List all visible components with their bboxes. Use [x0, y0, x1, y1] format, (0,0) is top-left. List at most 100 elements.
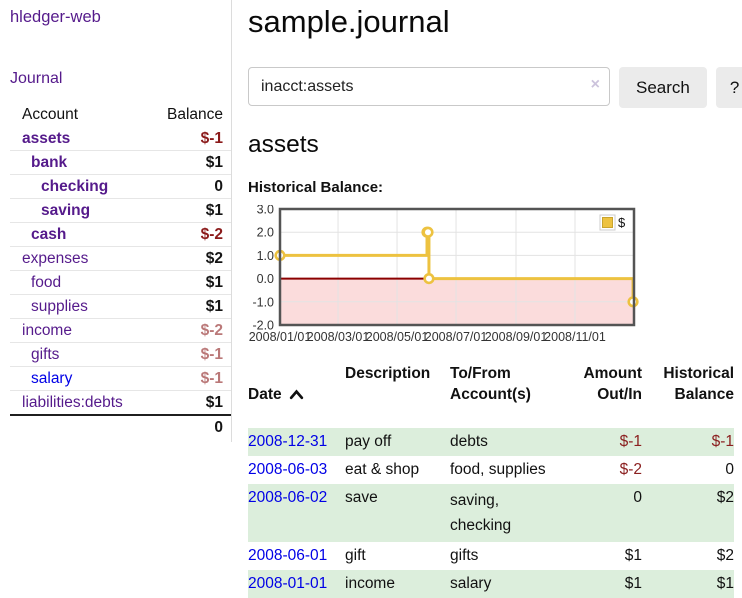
register-row: 2008-12-31 pay off debts $-1 $-1	[248, 428, 734, 456]
transaction-description: income	[345, 575, 395, 592]
account-row: gifts $-1	[10, 342, 231, 367]
account-row: income $-2	[10, 318, 231, 343]
svg-text:2008/09/01: 2008/09/01	[485, 330, 548, 344]
account-balance: $-1	[150, 366, 231, 391]
transaction-amount: $1	[624, 575, 642, 592]
svg-text:1.0: 1.0	[257, 249, 274, 263]
transaction-accounts: gifts	[450, 547, 479, 564]
sidebar-item-journal[interactable]: Journal	[10, 70, 63, 87]
search-form: × Search ?	[248, 67, 742, 108]
transaction-description: gift	[345, 547, 366, 564]
transaction-amount: $-2	[619, 461, 642, 478]
register-header-accounts: To/From Account(s)	[450, 365, 531, 403]
svg-text:2.0: 2.0	[257, 226, 274, 240]
account-row: supplies $1	[10, 294, 231, 319]
svg-text:2008/01/01: 2008/01/01	[249, 330, 312, 344]
transaction-accounts: saving, checking	[450, 492, 512, 534]
account-balance: $2	[150, 246, 231, 271]
transaction-date-link[interactable]: 2008-06-02	[248, 489, 328, 506]
accounts-table-header: Account Balance	[10, 103, 231, 127]
account-link-bank[interactable]: bank	[31, 153, 68, 171]
svg-text:3.0: 3.0	[257, 205, 274, 217]
transaction-accounts: food, supplies	[450, 461, 546, 478]
search-button[interactable]: Search	[619, 67, 707, 108]
account-link-salary[interactable]: salary	[31, 369, 73, 387]
account-row: saving $1	[10, 198, 231, 223]
accounts-table: Account Balance assets $-1 bank $1 check…	[10, 103, 231, 439]
transaction-description: eat & shop	[345, 461, 420, 478]
transaction-amount: $-1	[619, 433, 642, 450]
register-row: 2008-06-03 eat & shop food, supplies $-2…	[248, 456, 734, 484]
svg-text:2008/05/01: 2008/05/01	[366, 330, 429, 344]
accounts-header-account: Account	[22, 106, 79, 123]
account-balance: $-1	[150, 342, 231, 367]
account-link-supplies[interactable]: supplies	[31, 297, 88, 315]
accounts-header-balance: Balance	[166, 106, 223, 123]
account-row: food $1	[10, 270, 231, 295]
page-title: sample.journal	[248, 4, 450, 39]
transaction-date-link[interactable]: 2008-01-01	[248, 575, 328, 592]
transaction-balance: 0	[725, 461, 734, 478]
svg-text:0.0: 0.0	[257, 272, 274, 286]
register-header-amount: Amount Out/In	[583, 365, 642, 403]
account-link-gifts[interactable]: gifts	[31, 345, 60, 363]
register-table: Date Description To/From Account(s) Amou…	[248, 361, 734, 598]
help-button[interactable]: ?	[715, 67, 742, 108]
register-header-date-label: Date	[248, 386, 282, 403]
register-header-balance: Historical Balance	[663, 365, 734, 403]
register-header-row: Date Description To/From Account(s) Amou…	[248, 361, 734, 428]
svg-text:$: $	[618, 215, 626, 230]
account-link-saving[interactable]: saving	[41, 201, 91, 219]
sidebar: hledger-web Journal Account Balance asse…	[0, 0, 232, 442]
clear-search-icon[interactable]: ×	[590, 76, 600, 93]
register-row: 2008-01-01 income salary $1 $1	[248, 570, 734, 598]
transaction-accounts: salary	[450, 575, 492, 592]
register-header-description: Description	[345, 365, 431, 382]
account-link-liabilities-debts[interactable]: liabilities:debts	[22, 393, 123, 411]
transaction-balance: $2	[716, 489, 734, 506]
app-title-link[interactable]: hledger-web	[10, 8, 101, 26]
transaction-accounts: debts	[450, 433, 488, 450]
account-row: bank $1	[10, 150, 231, 175]
account-row: cash $-2	[10, 222, 231, 247]
account-row: liabilities:debts $1	[10, 390, 231, 415]
account-balance: $-2	[150, 222, 231, 247]
account-link-assets[interactable]: assets	[22, 129, 71, 147]
account-row: expenses $2	[10, 246, 231, 271]
transaction-amount: $1	[624, 547, 642, 564]
accounts-total-row: 0	[10, 414, 231, 439]
account-balance: $1	[150, 198, 231, 223]
account-link-income[interactable]: income	[22, 321, 72, 339]
historical-balance-chart[interactable]: $3.0 2.0 1.0 0.0 -1.0 -2.02008/01/012008/03/0…	[242, 205, 640, 347]
svg-text:-2.0: -2.0	[252, 319, 274, 333]
transaction-date-link[interactable]: 2008-06-01	[248, 547, 328, 564]
account-link-expenses[interactable]: expenses	[22, 249, 89, 267]
account-row: assets $-1	[10, 127, 231, 151]
account-row: checking 0	[10, 174, 231, 199]
svg-text:2008/07/01: 2008/07/01	[425, 330, 488, 344]
accounts-total-balance: 0	[150, 414, 231, 439]
transaction-date-link[interactable]: 2008-06-03	[248, 461, 328, 478]
svg-text:-1.0: -1.0	[252, 295, 274, 309]
transaction-date-link[interactable]: 2008-12-31	[248, 433, 328, 450]
account-link-food[interactable]: food	[31, 273, 62, 291]
transaction-balance: $1	[716, 575, 734, 592]
transaction-amount: 0	[633, 489, 642, 506]
account-balance: 0	[150, 174, 231, 199]
account-balance: $1	[150, 390, 231, 415]
account-row: salary $-1	[10, 366, 231, 391]
svg-text:2008/11/01: 2008/11/01	[544, 330, 606, 344]
transaction-balance: $2	[716, 547, 734, 564]
main-content: sample.journal × Search ? assets Histori…	[232, 0, 742, 598]
account-balance: $-2	[150, 318, 231, 343]
svg-text:2008/03/01: 2008/03/01	[307, 330, 370, 344]
register-header-date[interactable]: Date	[248, 361, 345, 428]
search-input[interactable]	[248, 67, 610, 106]
account-balance: $-1	[200, 129, 223, 147]
account-link-checking[interactable]: checking	[41, 177, 109, 195]
register-row: 2008-06-02 save saving, checking 0 $2	[248, 484, 734, 542]
account-balance: $1	[150, 270, 231, 295]
chart-title: Historical Balance:	[248, 179, 384, 196]
account-link-cash[interactable]: cash	[31, 225, 67, 243]
